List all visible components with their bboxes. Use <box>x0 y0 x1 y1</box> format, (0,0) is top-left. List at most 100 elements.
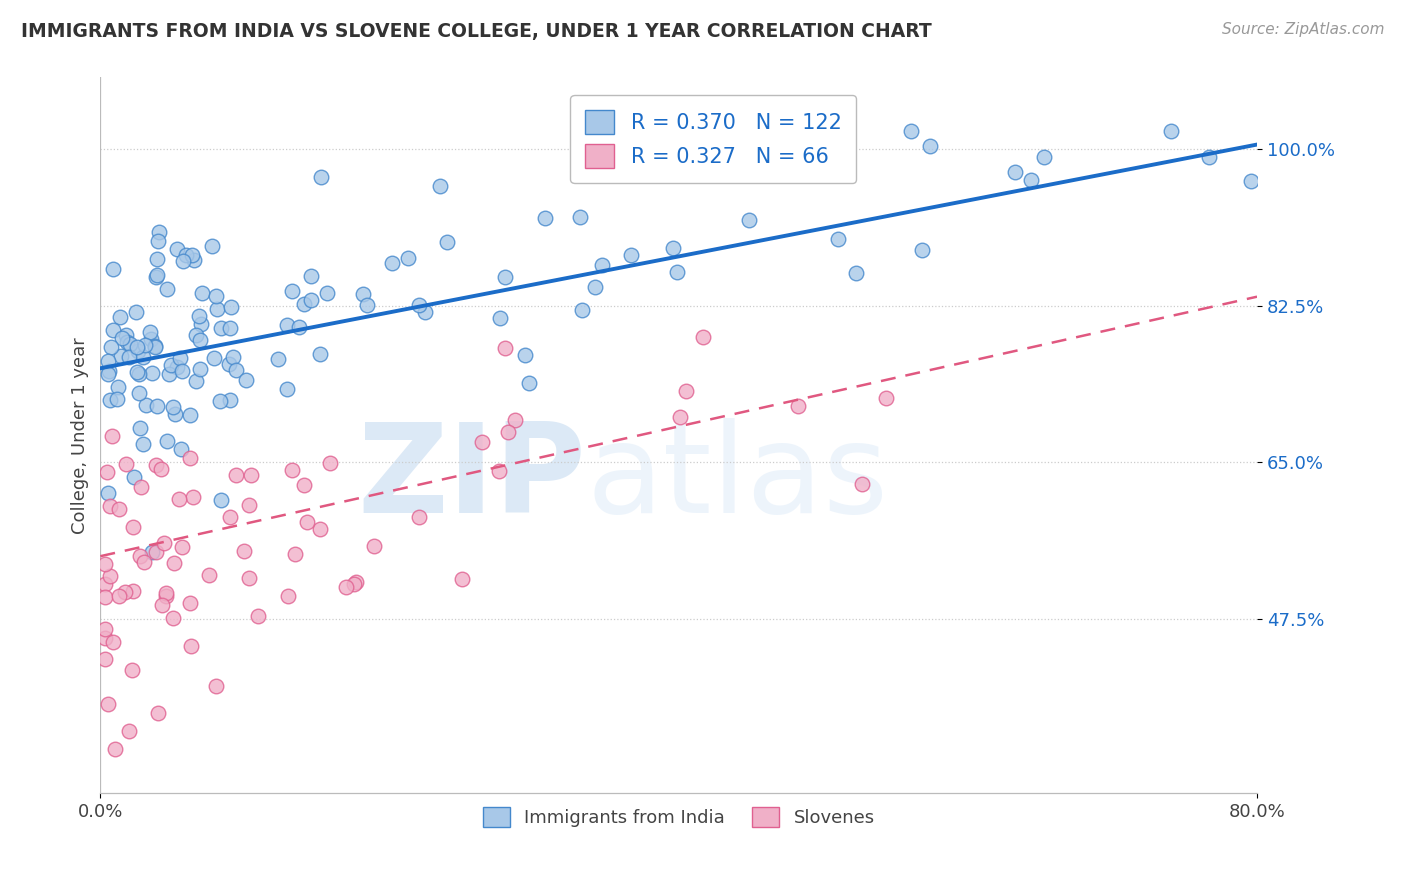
Point <box>97 368 120 382</box>
Point <box>172 540 194 554</box>
Point <box>276 318 298 333</box>
Text: atlas: atlas <box>586 417 889 539</box>
Point <box>163 556 186 570</box>
Point <box>122 520 145 534</box>
Point <box>1004 164 1026 178</box>
Point <box>287 319 309 334</box>
Point <box>319 456 342 470</box>
Point <box>188 309 211 323</box>
Point <box>108 502 131 516</box>
Point <box>335 581 357 595</box>
Point <box>591 258 613 272</box>
Point <box>132 437 155 451</box>
Point <box>188 362 211 376</box>
Point <box>118 336 141 351</box>
Point <box>169 351 191 365</box>
Point <box>104 741 127 756</box>
Point <box>111 331 134 345</box>
Point <box>436 235 458 249</box>
Point <box>166 242 188 256</box>
Point <box>166 359 188 374</box>
Point <box>429 178 451 193</box>
Point <box>1198 150 1220 164</box>
Point <box>108 589 131 603</box>
Point <box>132 555 155 569</box>
Point <box>221 351 243 365</box>
Point <box>98 364 121 378</box>
Point <box>297 515 319 529</box>
Point <box>235 373 257 387</box>
Point <box>413 305 436 319</box>
Point <box>162 611 184 625</box>
Point <box>98 393 121 408</box>
Point <box>172 254 194 268</box>
Point <box>534 211 557 225</box>
Point <box>160 358 183 372</box>
Point <box>675 384 697 398</box>
Point <box>489 311 512 326</box>
Point <box>281 462 304 476</box>
Point <box>875 391 897 405</box>
Point <box>98 499 121 513</box>
Point <box>692 330 714 344</box>
Point <box>125 365 148 379</box>
Point <box>172 364 194 378</box>
Point <box>205 679 228 693</box>
Point <box>176 248 198 262</box>
Point <box>741 145 763 159</box>
Point <box>239 468 262 483</box>
Point <box>162 401 184 415</box>
Point <box>105 392 128 406</box>
Point <box>179 409 201 423</box>
Point <box>786 399 808 413</box>
Point <box>128 421 150 435</box>
Point <box>121 663 143 677</box>
Point <box>1160 124 1182 138</box>
Point <box>150 462 173 476</box>
Point <box>851 476 873 491</box>
Point <box>308 347 330 361</box>
Point <box>93 590 115 604</box>
Point <box>450 572 472 586</box>
Point <box>127 340 149 354</box>
Point <box>496 425 519 439</box>
Point <box>141 366 163 380</box>
Point <box>342 576 364 591</box>
Point <box>513 348 536 362</box>
Point <box>583 280 606 294</box>
Point <box>205 289 228 303</box>
Point <box>139 332 162 346</box>
Point <box>571 303 593 318</box>
Y-axis label: College, Under 1 year: College, Under 1 year <box>72 337 89 533</box>
Point <box>101 635 124 649</box>
Point <box>308 522 330 536</box>
Point <box>247 608 270 623</box>
Point <box>219 392 242 407</box>
Point <box>179 597 201 611</box>
Point <box>316 286 339 301</box>
Point <box>124 305 146 319</box>
Point <box>517 376 540 390</box>
Point <box>668 410 690 425</box>
Point <box>911 243 934 257</box>
Point <box>292 296 315 310</box>
Point <box>920 139 942 153</box>
Point <box>666 265 689 279</box>
Point <box>93 652 115 666</box>
Point <box>488 464 510 478</box>
Point <box>128 367 150 381</box>
Text: Source: ZipAtlas.com: Source: ZipAtlas.com <box>1222 22 1385 37</box>
Point <box>145 270 167 285</box>
Point <box>97 697 120 711</box>
Point <box>181 490 204 504</box>
Text: ZIP: ZIP <box>357 417 586 539</box>
Point <box>114 585 136 599</box>
Point <box>97 486 120 500</box>
Point <box>155 589 177 603</box>
Point <box>100 340 122 354</box>
Point <box>180 248 202 262</box>
Point <box>115 458 138 472</box>
Point <box>93 631 115 645</box>
Point <box>1019 173 1042 187</box>
Point <box>107 379 129 393</box>
